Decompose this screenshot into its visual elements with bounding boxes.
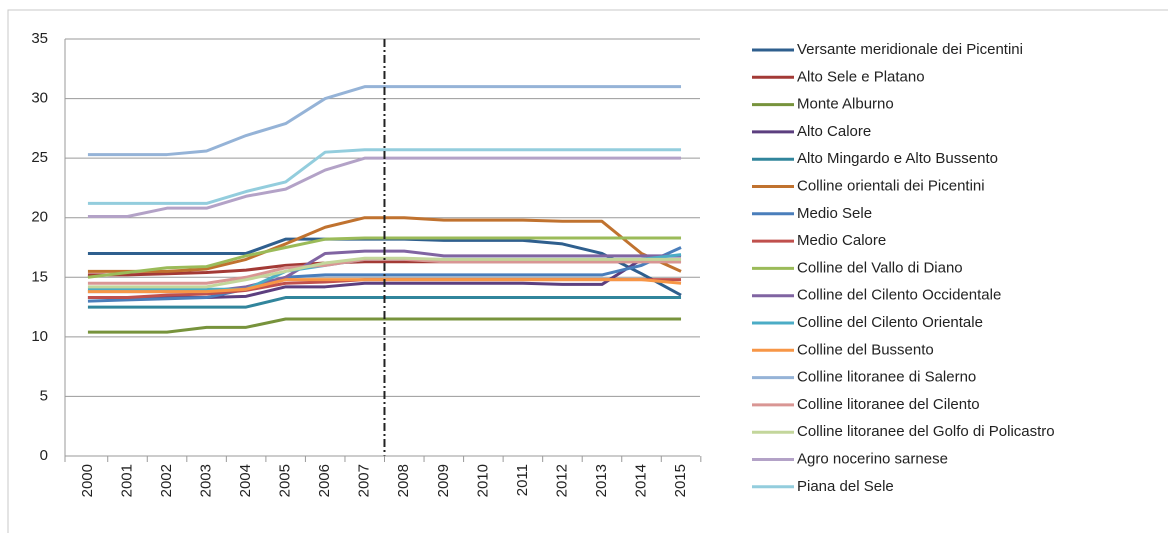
x-tick-label: 2009 <box>435 464 452 497</box>
x-tick-label: 2015 <box>672 464 689 497</box>
y-tick-label: 30 <box>31 90 48 107</box>
x-tick-label: 2006 <box>316 464 333 497</box>
legend-label: Alto Calore <box>797 123 871 140</box>
x-tick-label: 2001 <box>118 464 135 497</box>
y-tick-label: 5 <box>40 387 48 404</box>
legend-label: Agro nocerino sarnese <box>797 450 948 467</box>
x-tick-label: 2010 <box>474 464 491 497</box>
x-tick-label: 2004 <box>237 464 254 497</box>
x-tick-label: 2011 <box>514 464 531 496</box>
y-tick-label: 20 <box>31 209 48 226</box>
y-tick-label: 10 <box>31 328 48 345</box>
legend-label: Piana del Sele <box>797 478 894 495</box>
x-tick-label: 2000 <box>79 464 96 497</box>
x-tick-label: 2013 <box>593 464 610 497</box>
series-line <box>87 85 682 157</box>
x-tick-label: 2005 <box>277 464 294 497</box>
legend-label: Colline del Cilento Occidentale <box>797 287 1001 304</box>
y-tick-label: 15 <box>31 268 48 285</box>
x-tick-label: 2014 <box>632 464 649 497</box>
y-tick-label: 0 <box>40 447 48 464</box>
legend-label: Colline del Cilento Orientale <box>797 314 983 331</box>
legend-label: Colline orientali dei Picentini <box>797 177 985 194</box>
chart-frame <box>7 9 1168 533</box>
series-line <box>87 148 682 205</box>
legend-label: Colline litoranee del Cilento <box>797 396 980 413</box>
x-tick-label: 2007 <box>356 464 373 497</box>
legend-label: Medio Sele <box>797 205 872 222</box>
legend-label: Medio Calore <box>797 232 886 249</box>
x-tick-label: 2008 <box>395 464 412 497</box>
x-tick-label: 2003 <box>198 464 215 497</box>
legend-label: Colline del Bussento <box>797 341 934 358</box>
y-tick-label: 35 <box>31 30 48 47</box>
legend-label: Colline litoranee del Golfo di Policastr… <box>797 423 1055 440</box>
legend-label: Alto Mingardo e Alto Bussento <box>797 150 998 167</box>
x-tick-label: 2012 <box>553 464 570 497</box>
legend-label: Alto Sele e Platano <box>797 68 925 85</box>
y-tick-label: 25 <box>31 149 48 166</box>
legend-label: Monte Alburno <box>797 96 894 113</box>
x-tick-label: 2002 <box>158 464 175 497</box>
legend-label: Colline del Vallo di Diano <box>797 259 963 276</box>
legend-label: Versante meridionale dei Picentini <box>797 41 1023 58</box>
legend-label: Colline litoranee di Salerno <box>797 369 976 386</box>
